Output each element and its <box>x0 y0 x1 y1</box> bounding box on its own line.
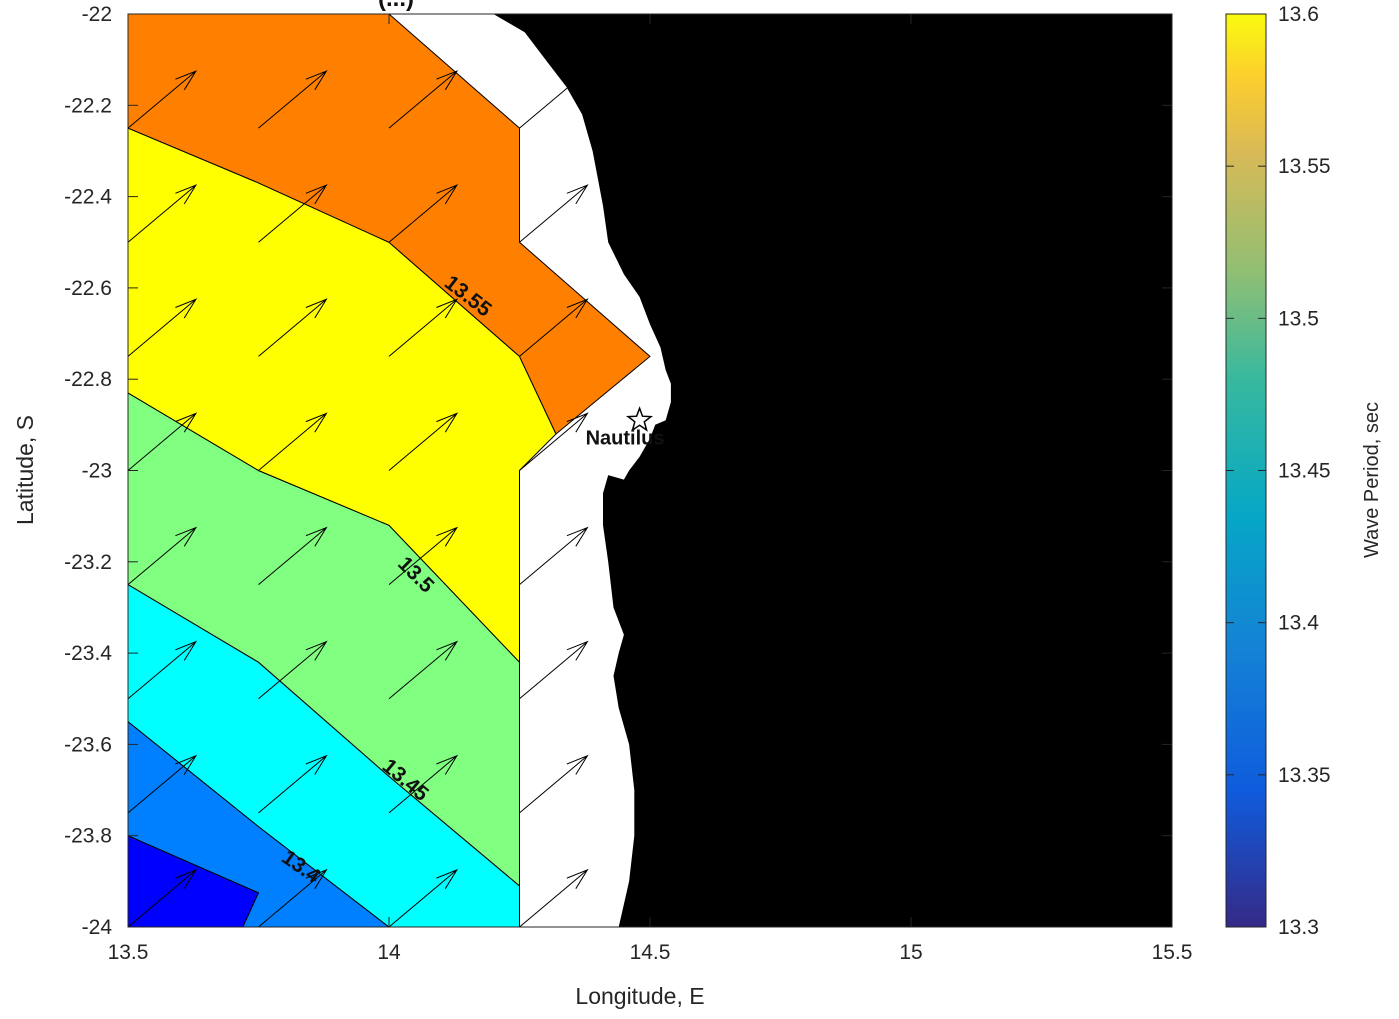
y-tick-label: -23.6 <box>64 733 112 756</box>
y-tick-label: -23.8 <box>64 825 112 848</box>
x-tick-label: 15.5 <box>1152 941 1193 964</box>
vector-arrow <box>388 754 459 814</box>
vector-arrow <box>519 70 589 129</box>
x-tick-label: 14 <box>377 941 401 964</box>
y-tick-label: -22.8 <box>64 368 112 391</box>
vector-arrow <box>128 526 198 585</box>
vector-arrow <box>388 868 459 927</box>
vector-arrow <box>128 412 198 471</box>
vector-arrow <box>388 526 459 585</box>
vector-arrow <box>258 640 328 700</box>
vector-arrow <box>519 14 521 15</box>
y-tick-label: -22.4 <box>64 186 112 209</box>
colorbar-tick-label: 13.55 <box>1278 155 1331 178</box>
vector-arrow <box>128 868 198 927</box>
vector-arrow <box>519 526 589 585</box>
vector-arrow <box>519 754 589 814</box>
vector-arrow <box>519 868 589 927</box>
vector-arrow <box>258 868 328 927</box>
colorbar: 13.3 13.35 13.4 13.45 13.5 13.55 13.6 Wave Per… <box>1225 3 1383 939</box>
place-label: Nautilus <box>586 427 665 449</box>
vector-arrow <box>128 70 198 129</box>
vector-arrow <box>258 70 328 129</box>
y-tick-label: -22.2 <box>64 94 112 117</box>
filled-contour-bands <box>128 14 651 927</box>
vector-arrow <box>388 184 459 243</box>
y-axis-label: Latitude, S <box>12 415 38 525</box>
vector-arrow <box>258 298 328 357</box>
vector-arrow <box>258 412 328 471</box>
x-tick-label: 15 <box>899 941 922 964</box>
contour-band-5 <box>128 14 651 435</box>
vector-arrow <box>388 412 459 471</box>
colorbar-tick-label: 13.4 <box>1278 612 1319 635</box>
star-icon <box>626 406 654 432</box>
y-axis-ticks: -22 -22.2 -22.4 -22.6 -22.8 -23 -23.2 -23.4 -23.… <box>64 3 1172 939</box>
y-tick-label: -22.6 <box>64 277 112 300</box>
vector-arrow <box>519 298 589 357</box>
colorbar-tick-label: 13.35 <box>1278 764 1331 787</box>
y-tick-label: -23.2 <box>64 551 112 574</box>
colorbar-ticks: 13.3 13.35 13.4 13.45 13.5 13.55 13.6 <box>1226 3 1331 939</box>
vector-arrow <box>258 184 328 243</box>
vector-arrow <box>258 526 328 585</box>
y-tick-label: -23.4 <box>64 642 112 665</box>
vector-arrow <box>388 70 459 129</box>
vector-arrow <box>519 640 589 700</box>
vector-arrow <box>128 298 198 357</box>
colorbar-tick-label: 13.45 <box>1278 460 1331 483</box>
colorbar-tick-label: 13.3 <box>1278 916 1319 939</box>
land-mass <box>493 14 1172 927</box>
vector-arrow <box>128 184 198 243</box>
y-tick-label: -24 <box>82 916 113 939</box>
wave-direction-vectors <box>128 14 589 927</box>
chart-title: (...) <box>378 0 414 12</box>
x-tick-label: 14.5 <box>630 941 671 964</box>
x-tick-label: 13.5 <box>108 941 149 964</box>
vector-arrow <box>388 298 459 357</box>
vector-arrow <box>519 184 589 243</box>
vector-arrow <box>128 640 198 700</box>
y-tick-label: -23 <box>82 460 112 483</box>
y-tick-label: -22 <box>82 3 112 26</box>
vector-arrow <box>519 412 589 471</box>
vector-arrow <box>128 754 198 814</box>
land-polygon <box>493 14 1172 927</box>
colorbar-label: Wave Period, sec <box>1361 402 1383 558</box>
x-axis-ticks: 13.5 14 14.5 15 15.5 <box>108 14 1193 964</box>
colorbar-tick-label: 13.6 <box>1278 3 1319 26</box>
place-marker-group: Nautilus <box>586 406 665 449</box>
x-axis-label: Longitude, E <box>575 983 704 1009</box>
vector-arrow <box>258 754 328 814</box>
vector-arrow <box>388 640 459 700</box>
colorbar-tick-label: 13.5 <box>1278 307 1319 330</box>
